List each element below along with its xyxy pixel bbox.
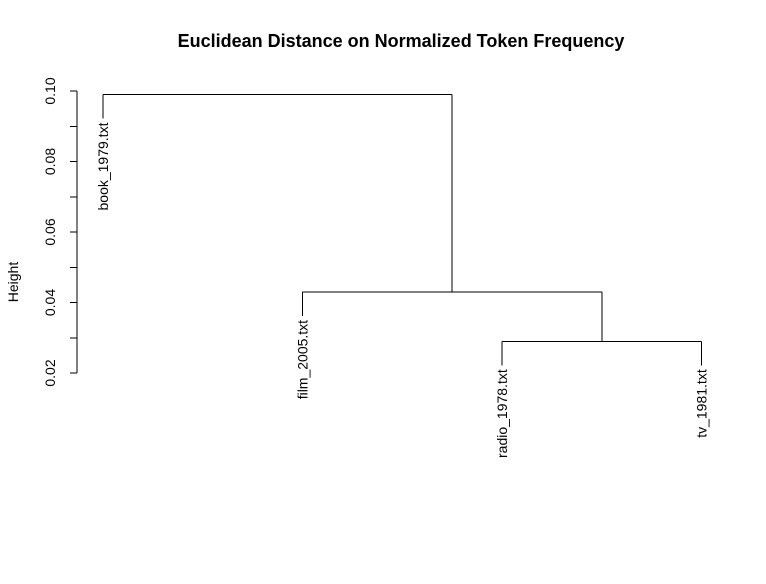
leaf-labels: book_1979.txt film_2005.txt radio_1978.txt… <box>95 122 710 458</box>
y-tick-label: 0.04 <box>42 289 58 316</box>
leaf-label: tv_1981.txt <box>694 369 710 438</box>
y-axis: 0.02 0.04 0.06 0.08 0.10 <box>42 77 78 387</box>
leaf-label: book_1979.txt <box>95 122 111 210</box>
y-tick-label: 0.08 <box>42 148 58 175</box>
y-axis-label: Height <box>5 262 21 303</box>
y-tick-label: 0.02 <box>42 359 58 386</box>
leaf-label: radio_1978.txt <box>494 369 510 458</box>
leaf-label: film_2005.txt <box>295 320 311 399</box>
chart-title: Euclidean Distance on Normalized Token F… <box>178 31 625 51</box>
y-tick-label: 0.06 <box>42 218 58 245</box>
y-tick-label: 0.10 <box>42 77 58 104</box>
dendrogram-branches <box>102 94 702 366</box>
